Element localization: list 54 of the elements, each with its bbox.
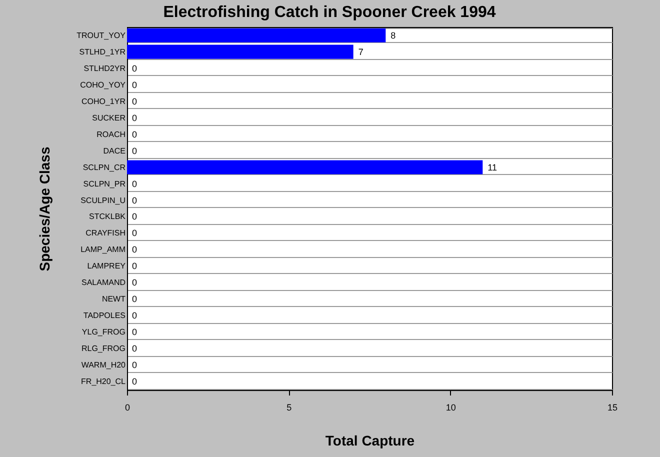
bar: [127, 160, 483, 174]
y-tick-label: STLHD2YR: [84, 64, 126, 73]
data-label: 0: [132, 178, 138, 189]
y-tick-label: LAMP_AMM: [80, 245, 126, 254]
data-label: 0: [132, 63, 138, 74]
y-tick-label: STLHD_1YR: [79, 47, 126, 56]
bar: [127, 44, 354, 59]
y-tick-label: SALAMAND: [81, 278, 126, 288]
y-tick-label: COHO_1YR: [81, 96, 126, 106]
data-label: 8: [390, 30, 396, 40]
y-tick-label: DACE: [103, 146, 126, 156]
data-label: 7: [358, 46, 364, 57]
x-tick-label: 10: [446, 402, 456, 412]
data-label: 0: [132, 228, 138, 238]
data-label: 0: [132, 80, 138, 90]
y-tick-label: TROUT_YOY: [76, 30, 126, 40]
x-tick-label: 0: [124, 402, 130, 412]
y-tick-label: CRAYFISH: [86, 228, 126, 238]
y-tick-label: COHO_YOY: [80, 80, 126, 90]
data-label: 0: [132, 261, 138, 272]
data-label: 0: [132, 195, 138, 206]
data-label: 0: [132, 294, 138, 304]
data-label: 0: [132, 360, 138, 370]
bar: [127, 28, 386, 42]
y-tick-label: YLG_FROG: [82, 328, 126, 337]
data-label: 0: [132, 96, 138, 106]
chart-title: Electrofishing Catch in Spooner Creek 1994: [163, 4, 496, 21]
y-tick-label: SCLPN_PR: [83, 179, 126, 188]
data-label: 0: [132, 129, 138, 140]
data-label: 0: [132, 278, 138, 288]
y-tick-label: RLG_FROG: [81, 344, 126, 354]
data-label: 0: [132, 146, 138, 156]
data-label: 0: [132, 244, 138, 255]
x-tick-label: 5: [286, 402, 292, 412]
y-tick-label: SCLPN_CR: [82, 162, 126, 172]
data-label: 0: [132, 344, 138, 354]
y-tick-label: WARM_H20: [81, 360, 126, 370]
y-tick-label: STCKLBK: [89, 212, 126, 222]
data-label: 0: [132, 376, 138, 387]
y-tick-label: ROACH: [96, 130, 126, 139]
y-tick-label: SCULPIN_U: [80, 196, 126, 205]
y-tick-label: LAMPREY: [87, 262, 126, 271]
y-tick-label: NEWT: [102, 294, 126, 304]
y-tick-label: FR_H20_CL: [81, 377, 126, 386]
y-tick-label: TADPOLES: [83, 311, 126, 320]
y-axis-title: Species/Age Class: [36, 146, 53, 272]
data-label: 0: [132, 327, 138, 338]
data-label: 0: [132, 112, 138, 123]
data-label: 0: [132, 212, 138, 222]
x-axis-title: Total Capture: [325, 432, 415, 448]
data-label: 0: [132, 310, 138, 321]
y-tick-label: SUCKER: [92, 113, 126, 122]
x-tick-label: 15: [607, 402, 618, 412]
data-label: 11: [488, 162, 498, 172]
